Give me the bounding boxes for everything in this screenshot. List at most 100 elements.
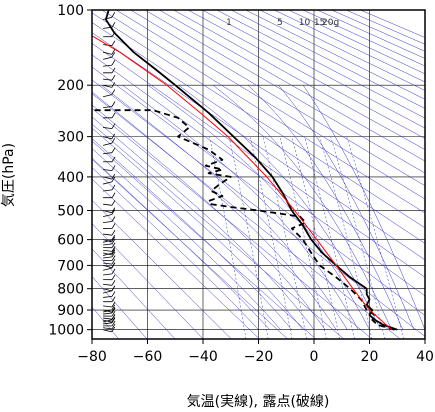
wind-barb <box>103 262 116 268</box>
wind-barb-flag <box>111 248 116 254</box>
wind-barb-shaft <box>103 78 113 81</box>
dry-adiabat <box>360 10 425 38</box>
wind-barb-shaft <box>103 262 113 265</box>
wind-barbs <box>103 12 116 333</box>
wind-barb-flag <box>111 291 116 297</box>
dry-adiabat <box>130 10 425 187</box>
mixing-ratio-label: 1 <box>226 18 232 28</box>
wind-barb <box>103 12 116 20</box>
wind-barb <box>103 51 116 60</box>
wind-barb-shaft <box>103 203 113 206</box>
wind-barb-shaft <box>103 127 113 129</box>
dry-adiabat <box>92 199 232 339</box>
moist-adiabat <box>101 85 348 330</box>
y-tick-label: 300 <box>57 130 84 146</box>
wind-barb-flag <box>111 251 116 258</box>
wind-barb-flag <box>111 200 116 206</box>
dry-adiabat <box>92 93 401 339</box>
wind-barb-shaft <box>103 265 112 268</box>
wind-barb <box>103 49 116 55</box>
wind-barb-flag <box>111 67 116 74</box>
dry-adiabat <box>92 276 148 339</box>
wind-barb-flag <box>111 249 116 256</box>
wind-barb <box>103 242 116 249</box>
dry-adiabat <box>245 10 425 100</box>
dry-adiabat <box>317 10 425 59</box>
moist-adiabat <box>247 85 404 330</box>
x-tick-label: 20 <box>361 349 379 365</box>
wind-barb-shaft <box>103 243 113 246</box>
y-axis-title: 気圧(hPa) <box>1 143 17 207</box>
moist-adiabat <box>92 167 259 330</box>
mixing-ratio-label: 15 <box>314 18 325 28</box>
wind-barb-shaft <box>103 249 113 252</box>
wind-barb-shaft <box>103 94 112 98</box>
wind-barb-flag <box>111 326 116 333</box>
wind-barb-flag <box>111 184 116 191</box>
wind-barb-shaft <box>103 327 113 330</box>
wind-barb <box>103 229 116 236</box>
pressure-grid <box>92 9 425 339</box>
wind-barb-flag <box>111 209 116 215</box>
wind-barb-shaft <box>103 16 112 20</box>
wind-barb-shaft <box>103 64 113 67</box>
wind-barb <box>103 280 116 286</box>
y-tick-label: 1000 <box>48 323 84 339</box>
dry-adiabat <box>92 43 425 278</box>
dry-adiabat <box>216 10 425 119</box>
dry-adiabat <box>92 123 345 339</box>
moist-adiabat <box>92 157 270 330</box>
mixing-ratio-label: 10 <box>299 18 311 28</box>
wind-barb-shaft <box>103 322 113 325</box>
wind-barb <box>103 209 116 218</box>
wind-barb-flag <box>111 207 116 213</box>
temperature-line <box>105 10 398 331</box>
wind-barb-flag <box>111 112 116 119</box>
wind-barb <box>103 176 116 185</box>
wind-barb-flag <box>111 51 116 58</box>
wind-barb-flag <box>111 301 116 308</box>
wind-barb <box>103 234 116 243</box>
wind-barb-shaft <box>103 273 113 276</box>
wind-barb <box>103 112 116 119</box>
wind-barb-flag <box>111 274 116 280</box>
dry-adiabat <box>92 140 316 339</box>
dry-adiabat <box>92 178 260 339</box>
wind-barb-flag <box>111 123 116 129</box>
wind-barb <box>103 326 116 333</box>
wind-barb-flag <box>111 255 116 261</box>
wind-barb-flag <box>111 147 116 153</box>
wind-barb <box>103 236 116 243</box>
wind-barb-flag <box>111 234 116 241</box>
wind-barb <box>103 82 116 88</box>
dry-adiabat <box>92 79 425 337</box>
y-tick-label: 600 <box>57 233 84 249</box>
dry-adiabat <box>92 22 425 244</box>
x-axis-title: 気温(実線), 露点(破線) <box>187 394 330 410</box>
wind-barb-shaft <box>103 136 112 140</box>
mixing-ratio-line <box>346 136 404 339</box>
moist-adiabat <box>92 148 281 330</box>
wind-barb-flag <box>111 313 116 320</box>
wind-barb-flag <box>111 238 116 245</box>
wind-barb <box>103 249 116 256</box>
wind-barb <box>103 223 116 229</box>
wind-barb-flag <box>111 137 116 144</box>
wind-barb <box>103 248 116 256</box>
dry-adiabat <box>187 10 425 139</box>
wind-barb <box>103 123 116 129</box>
dry-adiabat <box>92 223 204 339</box>
moist-adiabat <box>122 85 359 330</box>
wind-barb-shaft <box>103 210 112 214</box>
wind-barb-shaft <box>103 309 112 313</box>
wind-barb-shaft <box>103 312 113 315</box>
wind-barb-flag <box>111 323 116 330</box>
wind-barb-shaft <box>103 221 113 224</box>
y-tick-label: 200 <box>57 78 84 94</box>
wind-barb-shaft <box>103 305 113 308</box>
dry-adiabat <box>302 10 425 67</box>
dry-adiabat <box>202 10 425 129</box>
wind-barb <box>103 307 116 315</box>
wind-barb-shaft <box>103 84 112 88</box>
